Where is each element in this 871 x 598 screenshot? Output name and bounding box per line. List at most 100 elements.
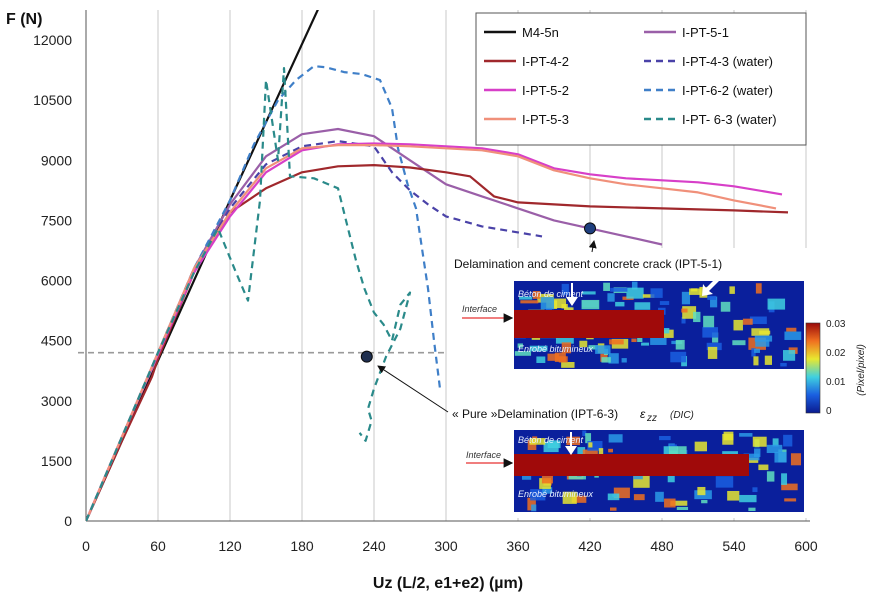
x-tick-labels: 0 60 120 180 240 300 360 420 480 540 600: [82, 538, 818, 554]
dic-strain-spot: [561, 304, 568, 309]
dic-strain-spot: [694, 441, 708, 452]
dic-strain-spot: [781, 483, 798, 491]
dic-strain-spot: [752, 436, 767, 447]
chart-axes: [85, 10, 810, 522]
dic-strain-spot: [767, 298, 786, 310]
dic-strain-spot: [739, 433, 753, 437]
dic-strain-spot: [669, 446, 687, 457]
dic-strain-spot: [610, 507, 617, 511]
dic-strain-spot: [755, 283, 762, 294]
dic-strain-spot: [529, 345, 548, 352]
annotation-epsilon-subscript: zz: [646, 413, 657, 424]
arrow-to-crack-marker: [588, 240, 597, 253]
dic-strain-spot: [577, 447, 586, 455]
dic-strain-spot: [681, 316, 686, 324]
dic-strain-spot: [729, 286, 735, 294]
colorbar: 0.03 0.02 0.01 0 (Pixel/pixel): [805, 319, 867, 417]
dic-strain-spot: [637, 335, 643, 343]
dic-strain-spot: [720, 301, 731, 312]
dic-strain-spot: [547, 440, 561, 449]
dic-map-top: Béton de ciment Enrobé bitumineux: [514, 281, 804, 369]
dic-strain-spot: [753, 356, 759, 366]
dic-strain-spot: [581, 299, 600, 310]
dic-strain-spot: [703, 315, 715, 328]
dic-strain-spot: [659, 301, 670, 305]
dic-strain-spot: [710, 296, 718, 308]
dic-strain-spot: [532, 291, 541, 299]
x-tick-label: 600: [794, 538, 818, 554]
x-tick-label: 240: [362, 538, 386, 554]
map-bottom-label-upper: Béton de ciment: [518, 435, 584, 445]
y-tick-label: 7500: [41, 212, 72, 228]
legend-label: I-PT-5-3: [522, 112, 569, 127]
series-line: [86, 144, 777, 521]
y-tick-label: 12000: [33, 32, 72, 48]
dic-strain-spot: [764, 355, 773, 365]
series-line: [86, 64, 442, 521]
dic-strain-spot: [689, 288, 702, 295]
dic-strain-spot: [530, 489, 546, 501]
dic-strain-spot: [697, 486, 706, 496]
dic-strain-spot: [784, 498, 797, 502]
series-line: [86, 66, 412, 521]
dic-strain-spot: [579, 340, 588, 348]
data-marker: [584, 222, 596, 235]
dic-strain-spot: [541, 471, 553, 484]
dic-strain-spot: [670, 351, 687, 363]
dic-strain-spot: [707, 295, 717, 300]
dic-strain-spot: [747, 457, 759, 463]
dic-strain-spot: [655, 491, 664, 502]
dic-strain-spot: [754, 448, 761, 457]
y-tick-label: 4500: [41, 333, 72, 349]
dic-strain-spot: [675, 339, 685, 350]
dic-strain-spot: [519, 296, 533, 300]
dic-strain-spot: [542, 487, 553, 494]
dic-strain-spot: [585, 433, 592, 444]
series-line: [86, 10, 319, 521]
dic-strain-spot: [667, 475, 675, 483]
dic-strain-spot: [772, 438, 779, 447]
colorbar-gradient: [805, 322, 821, 414]
annotation-epsilon: ε: [640, 407, 646, 421]
dic-strain-spot: [693, 311, 701, 323]
colorbar-tick: 0.03: [826, 319, 846, 330]
dic-strain-spot: [784, 331, 802, 340]
legend-label: I-PT-4-3 (water): [682, 54, 773, 69]
interface-label-bottom: Interface: [466, 450, 501, 460]
colorbar-tick: 0.02: [826, 348, 846, 359]
legend: M4-5n I-PT-5-1 I-PT-4-2 I-PT-4-3 (water) I-P…: [475, 12, 807, 146]
dic-strain-spot: [715, 476, 734, 488]
dic-strain-spot: [551, 298, 567, 309]
dic-strain-spot: [615, 301, 625, 307]
dic-strain-spot: [650, 288, 663, 298]
dic-strain-spot: [659, 435, 671, 441]
dic-strain-spot: [571, 495, 587, 503]
dic-strain-spot: [749, 316, 767, 325]
dic-strain-spot: [733, 319, 743, 331]
dic-strain-spot: [631, 281, 638, 290]
colorbar-tick: 0: [826, 406, 832, 417]
colorbar-tick: 0.01: [826, 377, 846, 388]
annotation-dic: (DIC): [670, 410, 694, 421]
dic-strain-spot: [539, 478, 551, 489]
data-markers: [360, 222, 596, 363]
dic-strain-spot: [588, 442, 593, 448]
x-axis-title: Uz (L/2, e1+e2) (µm): [373, 575, 523, 592]
y-tick-label: 9000: [41, 152, 72, 168]
dic-strain-spot: [595, 345, 611, 354]
crack-band-bottom: [514, 454, 749, 476]
y-tick-label: 0: [64, 513, 72, 529]
arrow-to-delamination-marker: [377, 365, 449, 413]
dic-strain-spot: [739, 494, 757, 503]
dic-strain-spot: [561, 283, 569, 296]
dic-strain-spot: [531, 504, 537, 512]
dic-strain-spot: [781, 473, 788, 485]
dic-map-bottom: Béton de ciment Enrobé bitumineux: [514, 430, 804, 512]
x-tick-label: 540: [722, 538, 746, 554]
dic-strain-spot: [755, 339, 770, 347]
dic-strain-spot: [642, 294, 655, 298]
y-tick-label: 6000: [41, 273, 72, 289]
y-tick-label: 1500: [41, 453, 72, 469]
dic-strain-spot: [607, 493, 620, 501]
